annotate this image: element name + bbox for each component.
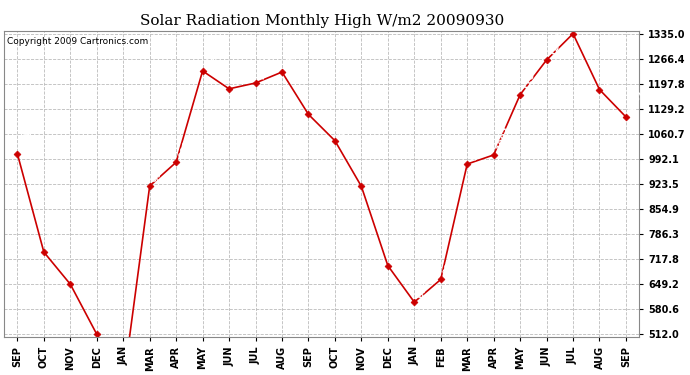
Text: 978: 978 xyxy=(469,140,484,161)
Text: 662: 662 xyxy=(442,256,457,277)
Text: 700: 700 xyxy=(389,242,404,263)
Text: 917: 917 xyxy=(363,163,377,184)
Text: 983: 983 xyxy=(177,139,193,159)
Title: Solar Radiation Monthly High W/m2 20090930: Solar Radiation Monthly High W/m2 200909… xyxy=(139,14,504,28)
Text: 512: 512 xyxy=(98,311,113,332)
Text: 1114: 1114 xyxy=(310,85,327,112)
Text: 1042: 1042 xyxy=(336,111,353,138)
Text: 737: 737 xyxy=(46,228,60,249)
Text: 1168: 1168 xyxy=(522,65,538,92)
Text: 1200: 1200 xyxy=(257,54,274,80)
Text: 1230: 1230 xyxy=(284,43,300,69)
Text: 1003: 1003 xyxy=(495,126,512,152)
Text: 1182: 1182 xyxy=(601,60,618,87)
Text: Copyright 2009 Cartronics.com: Copyright 2009 Cartronics.com xyxy=(8,37,148,46)
Text: 1263: 1263 xyxy=(548,31,565,57)
Text: 1335: 1335 xyxy=(574,4,591,31)
Text: 1233: 1233 xyxy=(204,42,221,68)
Text: 649: 649 xyxy=(72,261,87,282)
Text: 600: 600 xyxy=(415,279,431,299)
Text: 1184: 1184 xyxy=(230,59,248,86)
Text: 918: 918 xyxy=(151,162,166,183)
Text: 375: 375 xyxy=(0,374,1,375)
Text: 1107: 1107 xyxy=(627,88,644,114)
Text: 1006: 1006 xyxy=(19,125,36,151)
